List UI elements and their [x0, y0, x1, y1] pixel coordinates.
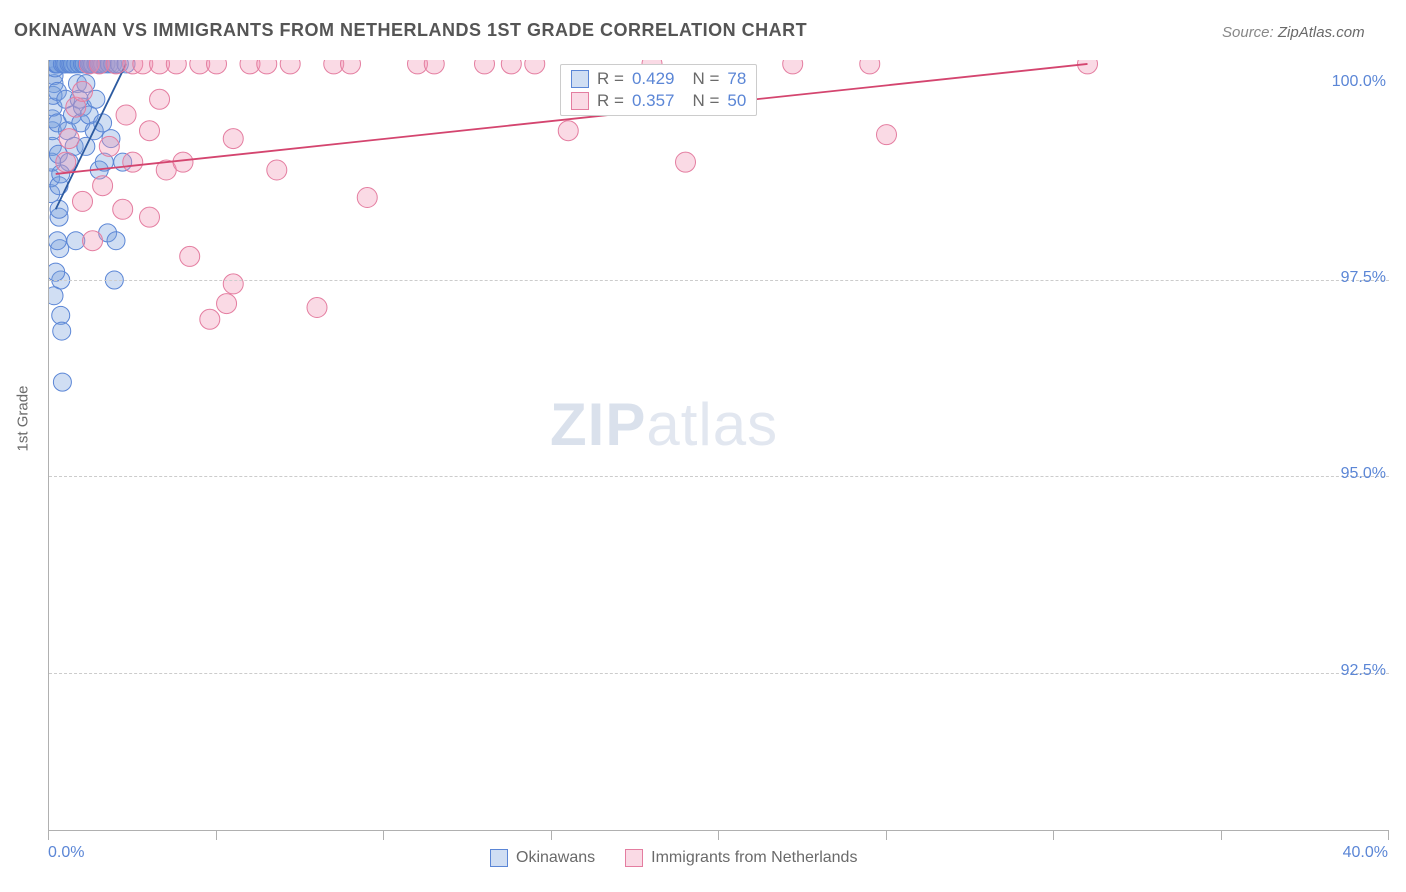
legend-n-label: N =	[692, 91, 719, 111]
x-tick	[383, 830, 384, 840]
okinawans-point	[49, 287, 63, 305]
netherlands-point	[1078, 60, 1098, 74]
netherlands-point	[166, 60, 186, 74]
okinawans-point	[49, 263, 65, 281]
netherlands-point	[501, 60, 521, 74]
netherlands-swatch-bottom	[625, 849, 643, 867]
legend-n-label: N =	[692, 69, 719, 89]
x-tick	[216, 830, 217, 840]
gridline-h	[49, 673, 1389, 674]
netherlands-point	[676, 152, 696, 172]
source-attribution: Source: ZipAtlas.com	[1222, 24, 1365, 41]
netherlands-point	[223, 129, 243, 149]
netherlands-point	[257, 60, 277, 74]
netherlands-point	[475, 60, 495, 74]
y-tick-label: 100.0%	[1308, 73, 1386, 91]
netherlands-point	[113, 199, 133, 219]
okinawans-point	[107, 232, 125, 250]
netherlands-point	[267, 160, 287, 180]
legend-r-value: 0.429	[632, 69, 675, 89]
chart-title: OKINAWAN VS IMMIGRANTS FROM NETHERLANDS …	[14, 20, 807, 41]
netherlands-point	[280, 60, 300, 74]
netherlands-point	[180, 246, 200, 266]
legend-bottom-item-netherlands: Immigrants from Netherlands	[625, 849, 857, 867]
netherlands-point	[123, 152, 143, 172]
legend-n-value: 50	[727, 91, 746, 111]
okinawans-point	[94, 114, 112, 132]
netherlands-point	[307, 298, 327, 318]
netherlands-point	[93, 176, 113, 196]
netherlands-point	[217, 294, 237, 314]
netherlands-point	[140, 207, 160, 227]
netherlands-point	[860, 60, 880, 74]
okinawans-point	[53, 322, 71, 340]
y-tick-label: 97.5%	[1308, 269, 1386, 287]
netherlands-point	[173, 152, 193, 172]
netherlands-point	[73, 81, 93, 101]
netherlands-point	[99, 136, 119, 156]
y-tick-label: 92.5%	[1308, 662, 1386, 680]
legend-row-netherlands: R = 0.357 N = 50	[571, 91, 746, 111]
netherlands-point	[525, 60, 545, 74]
netherlands-point	[207, 60, 227, 74]
legend-row-okinawans: R = 0.429 N = 78	[571, 69, 746, 89]
okinawans-point	[49, 232, 66, 250]
legend-bottom-item-okinawans: Okinawans	[490, 849, 595, 867]
netherlands-point	[56, 152, 76, 172]
netherlands-swatch	[571, 92, 589, 110]
x-tick	[1221, 830, 1222, 840]
legend-bottom: Okinawans Immigrants from Netherlands	[490, 849, 857, 867]
x-tick	[1053, 830, 1054, 840]
source-value: ZipAtlas.com	[1278, 24, 1365, 41]
netherlands-point	[83, 231, 103, 251]
netherlands-point	[73, 191, 93, 211]
legend-bottom-label: Okinawans	[516, 849, 595, 867]
x-tick	[551, 830, 552, 840]
netherlands-point	[783, 60, 803, 74]
plot-area	[48, 60, 1389, 831]
netherlands-point	[357, 188, 377, 208]
okinawans-swatch-bottom	[490, 849, 508, 867]
netherlands-point	[116, 105, 136, 125]
legend-n-value: 78	[727, 69, 746, 89]
legend-r-label: R =	[597, 69, 624, 89]
gridline-h	[49, 476, 1389, 477]
netherlands-point	[877, 125, 897, 145]
x-tick	[718, 830, 719, 840]
netherlands-point	[558, 121, 578, 141]
netherlands-point	[59, 129, 79, 149]
netherlands-point	[424, 60, 444, 74]
plot-svg	[49, 60, 1389, 830]
y-axis-label: 1st Grade	[14, 386, 31, 452]
legend-r-label: R =	[597, 91, 624, 111]
netherlands-point	[200, 309, 220, 329]
legend-correlation-box: R = 0.429 N = 78 R = 0.357 N = 50	[560, 64, 757, 116]
source-label: Source:	[1222, 24, 1278, 41]
okinawans-point	[53, 373, 71, 391]
okinawans-swatch	[571, 70, 589, 88]
x-tick-label: 0.0%	[48, 844, 108, 862]
netherlands-point	[150, 89, 170, 109]
netherlands-point	[140, 121, 160, 141]
x-tick-label: 40.0%	[1328, 844, 1388, 862]
netherlands-point	[223, 274, 243, 294]
x-tick	[48, 830, 49, 840]
legend-r-value: 0.357	[632, 91, 675, 111]
x-tick	[886, 830, 887, 840]
legend-bottom-label: Immigrants from Netherlands	[651, 849, 857, 867]
y-tick-label: 95.0%	[1308, 465, 1386, 483]
x-tick	[1388, 830, 1389, 840]
gridline-h	[49, 280, 1389, 281]
netherlands-point	[341, 60, 361, 74]
